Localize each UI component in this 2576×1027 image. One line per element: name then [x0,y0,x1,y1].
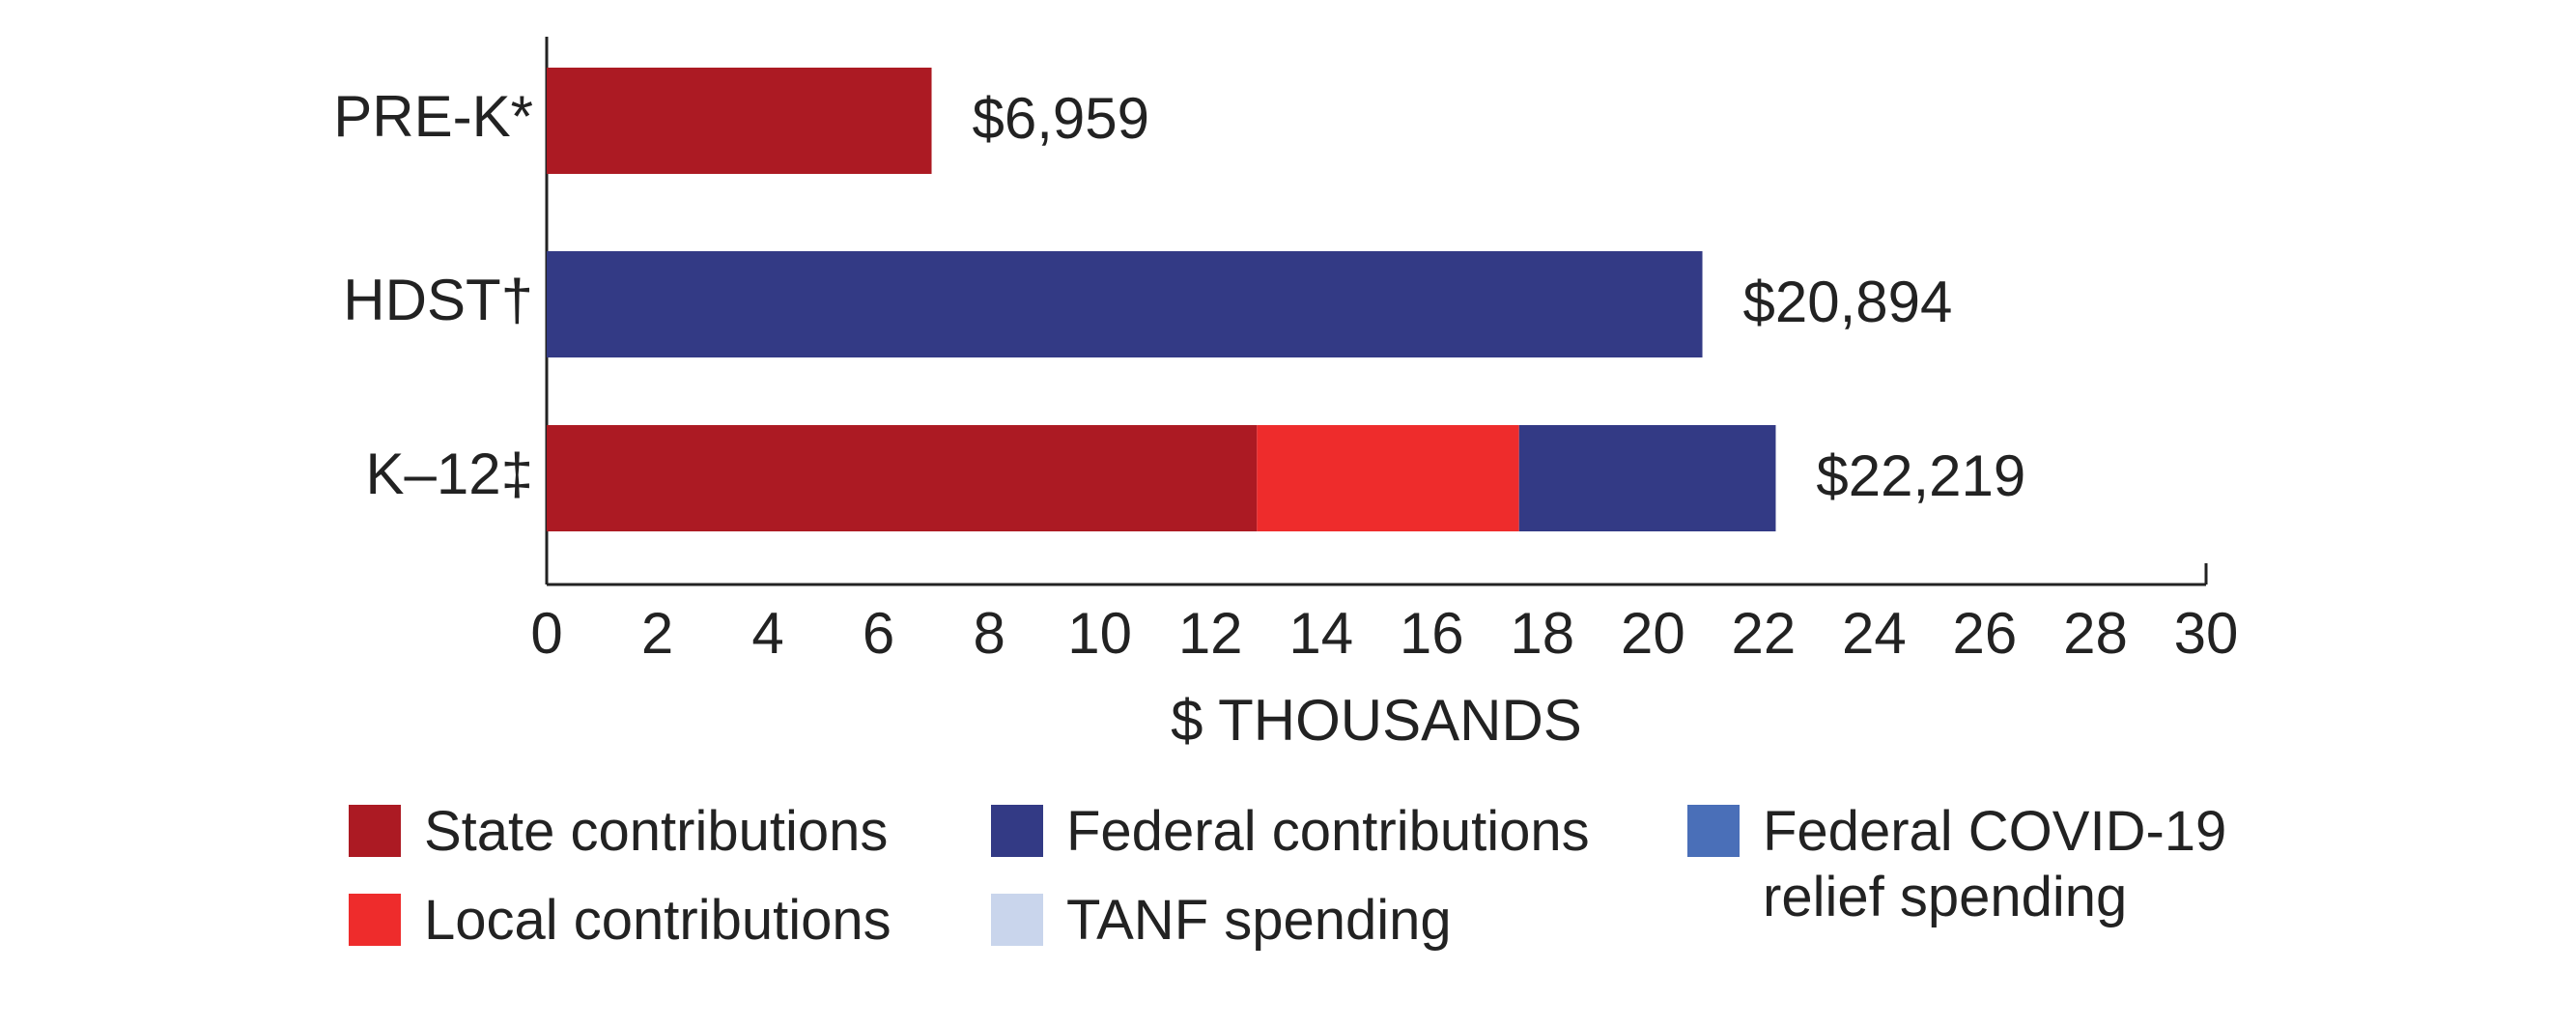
x-tick-label: 12 [1178,601,1243,666]
legend-label: Federal contributions [1066,800,1590,863]
x-tick-label: 2 [641,601,673,666]
bar-segment [1518,425,1776,531]
legend-swatch [991,805,1043,857]
x-tick-label: 18 [1510,601,1574,666]
x-tick-label: 10 [1067,601,1132,666]
legend-item: TANF spending [991,888,1452,954]
legend-swatch [349,805,401,857]
x-tick-label: 0 [530,601,562,666]
y-tick-label: HDST† [343,268,533,332]
legend-label: Local contributions [424,889,892,952]
y-tick-label: PRE-K* [333,84,533,149]
x-tick-label: 4 [751,601,783,666]
x-tick-label: 6 [863,601,894,666]
x-tick-label: 16 [1400,601,1464,666]
value-label: $6,959 [973,86,1150,151]
x-tick-label: 26 [1953,601,2018,666]
x-tick-label: 20 [1621,601,1685,666]
bar-segment [547,251,1703,357]
x-tick-label: 22 [1731,601,1796,666]
x-tick-label: 14 [1288,601,1353,666]
x-tick-label: 28 [2063,601,2128,666]
x-tick-label: 30 [2174,601,2239,666]
x-axis-label: $ THOUSANDS [1171,688,1582,753]
legend-label: State contributions [424,800,889,863]
x-tick-label: 8 [973,601,1005,666]
legend-swatch [991,894,1043,946]
legend-item: Federal COVID-19 relief spending [1687,799,2267,930]
legend-item: Local contributions [349,888,892,954]
legend-swatch [1687,805,1740,857]
x-tick-label: 24 [1842,601,1907,666]
legend-item: State contributions [349,799,888,865]
y-tick-label: K–12‡ [366,442,534,506]
bar-segment [547,425,1258,531]
legend-swatch [349,894,401,946]
value-label: $20,894 [1743,270,1953,334]
legend-label: Federal COVID-19 relief spending [1763,800,2227,928]
value-label: $22,219 [1816,443,2025,508]
legend-label: TANF spending [1066,889,1452,952]
bar-segment [547,68,932,174]
bar-segment [1257,425,1519,531]
legend-item: Federal contributions [991,799,1590,865]
